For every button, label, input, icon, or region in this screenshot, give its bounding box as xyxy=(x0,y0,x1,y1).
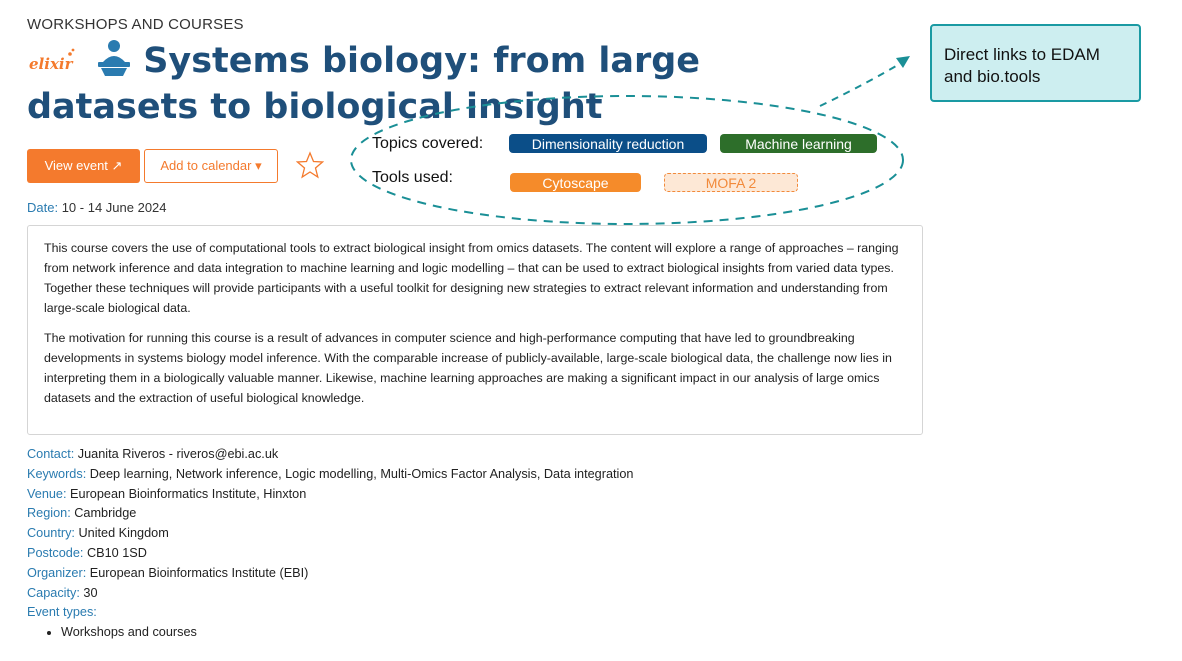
view-event-button[interactable]: View event ↗ xyxy=(27,149,140,183)
field-value: Cambridge xyxy=(74,506,137,521)
field-label: Region: xyxy=(27,506,71,521)
country-field: Country: United Kingdom xyxy=(27,524,633,544)
field-label: Postcode: xyxy=(27,545,84,560)
svg-text:elixir: elixir xyxy=(29,55,74,73)
page-title: elixir Systems biology: from large datas… xyxy=(27,36,827,130)
date-value: 10 - 14 June 2024 xyxy=(61,200,167,215)
field-label: Organizer: xyxy=(27,565,87,580)
organizer-field: Organizer: European Bioinformatics Insti… xyxy=(27,564,633,584)
field-label: Country: xyxy=(27,526,75,541)
description-box: This course covers the use of computatio… xyxy=(27,225,923,435)
tool-tag-mofa2[interactable]: MOFA 2 xyxy=(664,173,798,192)
date-label: Date: xyxy=(27,200,59,215)
field-label: Keywords: xyxy=(27,466,87,481)
field-value: CB10 1SD xyxy=(86,545,147,560)
add-to-calendar-label: Add to calendar ▾ xyxy=(160,158,262,173)
event-types-list: Workshops and courses xyxy=(27,623,633,643)
field-label: Venue: xyxy=(27,486,67,501)
description-paragraph: The motivation for running this course i… xyxy=(44,331,892,405)
course-person-icon xyxy=(93,36,135,78)
venue-field: Venue: European Bioinformatics Institute… xyxy=(27,485,633,505)
callout-text: Direct links to EDAM and bio.tools xyxy=(944,45,1100,86)
add-to-calendar-button[interactable]: Add to calendar ▾ xyxy=(144,149,278,183)
topic-tag-machine-learning[interactable]: Machine learning xyxy=(720,134,877,153)
event-types-field: Event types: xyxy=(27,603,633,623)
region-field: Region: Cambridge xyxy=(27,504,633,524)
star-icon[interactable] xyxy=(295,151,325,179)
field-value: Deep learning, Network inference, Logic … xyxy=(89,466,634,481)
postcode-field: Postcode: CB10 1SD xyxy=(27,544,633,564)
dashed-arrow-line xyxy=(819,59,907,107)
field-label: Event types: xyxy=(27,605,97,620)
keywords-field: Keywords: Deep learning, Network inferen… xyxy=(27,465,633,485)
event-date: Date: 10 - 14 June 2024 xyxy=(27,200,167,215)
elixir-logo: elixir xyxy=(27,45,77,79)
field-value: United Kingdom xyxy=(78,526,169,541)
field-value: 30 xyxy=(83,585,98,600)
description-paragraph: This course covers the use of computatio… xyxy=(44,241,899,315)
view-event-label: View event ↗ xyxy=(44,158,123,173)
capacity-field: Capacity: 30 xyxy=(27,584,633,604)
tools-label: Tools used: xyxy=(372,169,453,186)
field-value: Juanita Riveros - riveros@ebi.ac.uk xyxy=(77,447,279,461)
event-category: WORKSHOPS AND COURSES xyxy=(27,16,244,33)
tool-tag-cytoscape[interactable]: Cytoscape xyxy=(510,173,641,192)
event-title-block: elixir Systems biology: from large datas… xyxy=(27,36,827,130)
callout-box: Direct links to EDAM and bio.tools xyxy=(930,24,1141,102)
field-value: European Bioinformatics Institute, Hinxt… xyxy=(70,486,307,501)
field-label: Contact: xyxy=(27,447,75,461)
arrowhead-icon xyxy=(896,56,910,68)
field-value: European Bioinformatics Institute (EBI) xyxy=(89,565,309,580)
contact-field: Contact: Juanita Riveros - riveros@ebi.a… xyxy=(27,445,633,465)
topic-tag-dimensionality-reduction[interactable]: Dimensionality reduction xyxy=(509,134,707,153)
field-label: Capacity: xyxy=(27,585,80,600)
list-item: Workshops and courses xyxy=(61,623,633,643)
event-details: Contact: Juanita Riveros - riveros@ebi.a… xyxy=(27,445,633,643)
topics-label: Topics covered: xyxy=(372,135,484,152)
